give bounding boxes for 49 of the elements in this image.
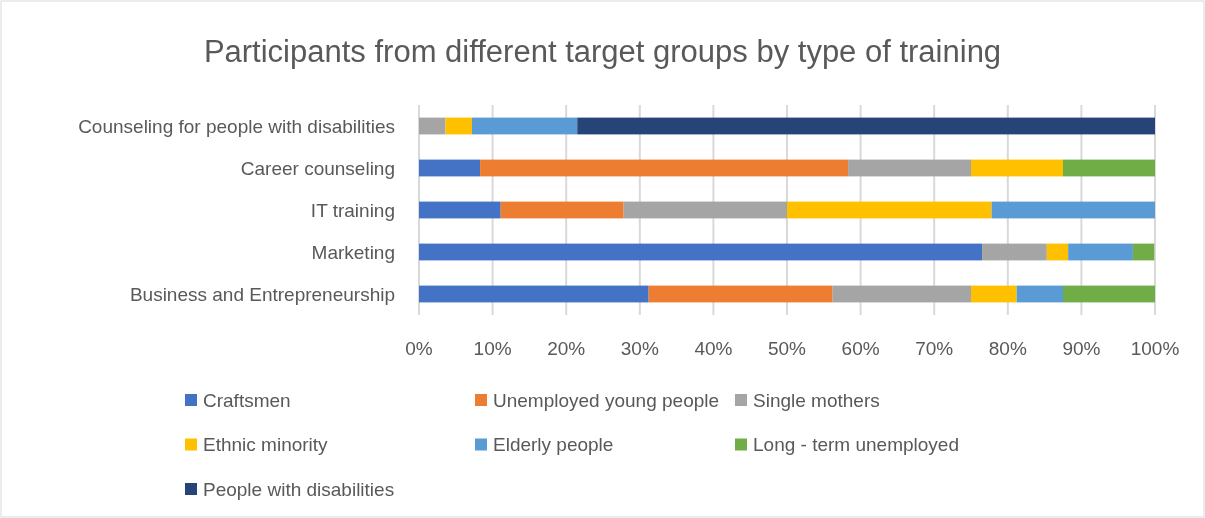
bar <box>982 243 1047 261</box>
y-tick-label: Marketing <box>311 241 395 263</box>
bar <box>419 243 983 261</box>
legend-label: Elderly people <box>493 434 614 456</box>
bar <box>1132 243 1155 261</box>
legend-label: Long - term unemployed <box>753 434 959 456</box>
bar <box>848 159 971 177</box>
bar <box>648 285 833 303</box>
bar <box>1016 285 1063 303</box>
x-tick-label: 100% <box>1130 338 1180 359</box>
bar <box>419 285 649 303</box>
bar <box>445 117 472 135</box>
x-tick-label: 60% <box>841 338 880 359</box>
y-tick-label: Business and Entrepreneurship <box>129 283 395 305</box>
bar <box>419 117 446 135</box>
bar <box>1063 285 1155 303</box>
chart-title: Participants from different target groups by type of training <box>203 34 1002 69</box>
bar <box>419 159 481 177</box>
x-tick-label: 90% <box>1062 338 1101 359</box>
x-tick-label: 50% <box>767 338 807 359</box>
x-tick-label: 80% <box>988 338 1027 359</box>
x-tick-label: 30% <box>620 338 659 359</box>
bar <box>500 201 624 219</box>
x-tick-label: 40% <box>694 338 733 359</box>
bar <box>832 285 971 303</box>
y-tick-label: Counseling for people with disabilities <box>78 115 395 137</box>
bar <box>471 117 578 135</box>
y-tick-label: IT training <box>310 199 395 221</box>
x-tick-label: 0% <box>405 338 433 359</box>
bar <box>991 201 1155 219</box>
bar <box>787 201 992 219</box>
bar <box>1046 243 1069 261</box>
bar <box>577 117 1155 135</box>
legend-label: Single mothers <box>753 389 880 411</box>
y-tick-label: Career counseling <box>240 157 395 179</box>
bar <box>623 201 787 219</box>
bar <box>1068 243 1133 261</box>
bar <box>971 285 1017 303</box>
bar <box>419 201 501 219</box>
legend-label: People with disabilities <box>203 478 395 500</box>
x-tick-label: 20% <box>547 338 586 359</box>
bar <box>971 159 1063 177</box>
x-tick-label: 10% <box>473 338 512 359</box>
legend-label: Ethnic minority <box>203 434 329 456</box>
legend-label: Craftsmen <box>203 389 291 411</box>
bar <box>480 159 849 177</box>
x-tick-label: 70% <box>915 338 954 359</box>
bar <box>1063 159 1155 177</box>
legend-label: Unemployed young people <box>493 389 720 411</box>
